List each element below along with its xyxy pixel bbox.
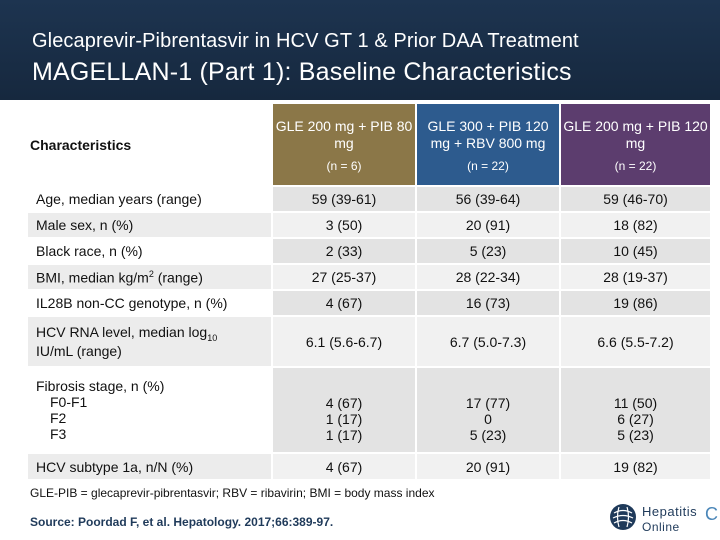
table-row: HCV subtype 1a, n/N (%) 4 (67) 20 (91) 1… xyxy=(28,452,710,479)
cell-value: 28 (19-37) xyxy=(559,263,710,290)
source-citation: Source: Poordad F, et al. Hepatology. 20… xyxy=(30,515,334,529)
cell-value: 6.7 (5.0-7.3) xyxy=(415,315,560,367)
cell-value: 20 (91) xyxy=(415,452,560,479)
row-label: HCV subtype 1a, n/N (%) xyxy=(28,452,272,479)
group-n: (n = 22) xyxy=(614,159,657,173)
cell-value: 5 (23) xyxy=(469,427,507,443)
slide-supertitle: Glecaprevir-Pibrentasvir in HCV GT 1 & P… xyxy=(32,30,579,52)
cell-value: 59 (46-70) xyxy=(559,185,710,212)
table-row: HCV RNA level, median log10 IU/mL (range)… xyxy=(28,315,710,367)
group-label: GLE 300 + PIB 120 mg + RBV 800 mg xyxy=(427,118,549,151)
cell-value: 1 (17) xyxy=(325,411,363,427)
slide-header: Glecaprevir-Pibrentasvir in HCV GT 1 & P… xyxy=(0,0,720,100)
cell-value: 28 (22-34) xyxy=(415,263,560,290)
cell-value: 11 (50) xyxy=(613,395,658,411)
group-header-gle200-pib120: GLE 200 mg + PIB 120 mg (n = 22) xyxy=(559,104,710,186)
row-label-text: HCV RNA level, median log xyxy=(36,324,208,341)
group-n: (n = 22) xyxy=(467,159,509,173)
cell-value: 6 (27) xyxy=(617,411,654,427)
row-label: BMI, median kg/m2 (range) xyxy=(28,263,272,290)
cell-value: 6.6 (5.5-7.2) xyxy=(559,315,710,367)
cell-value: 19 (86) xyxy=(559,289,710,316)
abbreviations-footnote: GLE-PIB = glecaprevir-pibrentasvir; RBV … xyxy=(30,486,435,500)
table-row: Age, median years (range) 59 (39-61) 56 … xyxy=(28,185,710,212)
row-label: Age, median years (range) xyxy=(28,185,272,212)
cell-value-stack: 17 (77) 0 5 (23) xyxy=(415,366,560,453)
logo-word-online: Online xyxy=(642,520,680,534)
cell-value: 1 (17) xyxy=(325,427,363,443)
row-label-superscript: 2 xyxy=(148,268,154,279)
row-label-text: (range) xyxy=(153,269,203,286)
cell-value: 56 (39-64) xyxy=(415,185,560,212)
row-label-text: BMI, median kg/m xyxy=(36,269,149,286)
table-header-row: Characteristics GLE 200 mg + PIB 80 mg (… xyxy=(28,104,710,186)
group-header-gle200-pib80: GLE 200 mg + PIB 80 mg (n = 6) xyxy=(271,104,416,186)
cell-value-stack: 11 (50) 6 (27) 5 (23) xyxy=(559,366,710,453)
cell-value: 59 (39-61) xyxy=(271,185,416,212)
group-label: GLE 200 mg + PIB 120 mg xyxy=(563,118,708,151)
row-label-subscript: 10 xyxy=(207,332,218,343)
cell-value: 4 (67) xyxy=(325,395,363,411)
cell-value: 19 (82) xyxy=(559,452,710,479)
logo-letter-c: C xyxy=(705,504,718,524)
table-row: Black race, n (%) 2 (33) 5 (23) 10 (45) xyxy=(28,237,710,264)
hepatitis-c-online-logo: Hepatitis C Online xyxy=(610,504,718,534)
cell-value: 2 (33) xyxy=(271,237,416,264)
row-label: Male sex, n (%) xyxy=(28,211,272,238)
row-label: IL28B non-CC genotype, n (%) xyxy=(28,289,272,316)
cell-value: 10 (45) xyxy=(559,237,710,264)
cell-value: 16 (73) xyxy=(415,289,560,316)
group-label: GLE 200 mg + PIB 80 mg xyxy=(275,118,413,151)
cell-value: 27 (25-37) xyxy=(271,263,416,290)
characteristics-header: Characteristics xyxy=(28,104,272,186)
row-label: Black race, n (%) xyxy=(28,237,272,264)
cell-value-stack: 4 (67) 1 (17) 1 (17) xyxy=(271,366,416,453)
table-row: IL28B non-CC genotype, n (%) 4 (67) 16 (… xyxy=(28,289,710,316)
cell-value: 4 (67) xyxy=(271,289,416,316)
cell-value: 6.1 (5.6-6.7) xyxy=(271,315,416,367)
group-n: (n = 6) xyxy=(326,159,362,173)
table-row: Fibrosis stage, n (%) F0-F1 F2 F3 4 (67)… xyxy=(28,366,710,453)
table-row: BMI, median kg/m2 (range) 27 (25-37) 28 … xyxy=(28,263,710,290)
logo-word-hepatitis: Hepatitis xyxy=(642,504,698,519)
cell-value: 4 (67) xyxy=(271,452,416,479)
row-sublabel: F0-F1 xyxy=(50,394,88,410)
group-header-gle300-pib120-rbv: GLE 300 + PIB 120 mg + RBV 800 mg (n = 2… xyxy=(415,104,560,186)
cell-value: 0 xyxy=(484,411,492,427)
logo-globe-icon xyxy=(610,504,636,530)
cell-value: 20 (91) xyxy=(415,211,560,238)
cell-value: 17 (77) xyxy=(465,395,511,411)
cell-value: 18 (82) xyxy=(559,211,710,238)
cell-value: 5 (23) xyxy=(617,427,654,443)
row-label-text: Fibrosis stage, n (%) xyxy=(36,378,165,394)
row-label-text: IU/mL (range) xyxy=(36,342,122,359)
row-label: HCV RNA level, median log10 IU/mL (range) xyxy=(28,315,272,367)
row-sublabel: F3 xyxy=(50,426,67,442)
cell-value: 3 (50) xyxy=(271,211,416,238)
table-row: Male sex, n (%) 3 (50) 20 (91) 18 (82) xyxy=(28,211,710,238)
baseline-characteristics-table: Characteristics GLE 200 mg + PIB 80 mg (… xyxy=(28,104,710,479)
cell-value: 5 (23) xyxy=(415,237,560,264)
row-sublabel: F2 xyxy=(50,410,67,426)
row-label: Fibrosis stage, n (%) F0-F1 F2 F3 xyxy=(28,366,272,453)
slide-title: MAGELLAN-1 (Part 1): Baseline Characteri… xyxy=(32,58,572,86)
